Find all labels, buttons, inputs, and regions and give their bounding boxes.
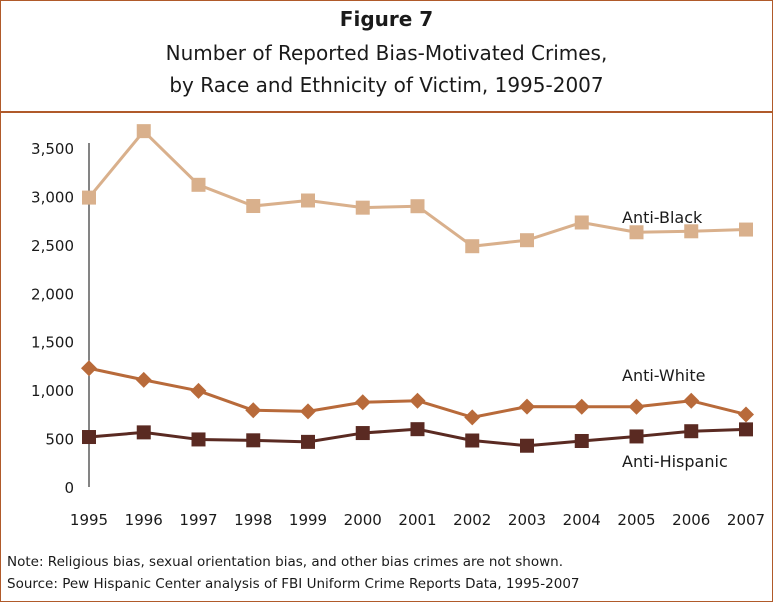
data-point-anti-black bbox=[410, 199, 425, 214]
data-point-anti-black bbox=[82, 190, 96, 205]
data-point-anti-black bbox=[520, 233, 534, 248]
y-tick-label: 1,000 bbox=[31, 382, 74, 400]
data-point-anti-white bbox=[409, 392, 426, 409]
data-point-anti-hispanic bbox=[520, 438, 534, 453]
y-tick-label: 2,500 bbox=[31, 237, 74, 255]
series-label: Anti-Black bbox=[622, 208, 703, 227]
y-tick-label: 500 bbox=[45, 431, 74, 449]
data-point-anti-white bbox=[738, 406, 754, 423]
x-tick-label: 2005 bbox=[617, 511, 655, 529]
note-text: Note: Religious bias, sexual orientation… bbox=[7, 554, 563, 570]
data-point-anti-white bbox=[683, 392, 700, 409]
x-tick-label: 1998 bbox=[234, 511, 272, 529]
data-point-anti-black bbox=[684, 224, 699, 239]
source-text: Source: Pew Hispanic Center analysis of … bbox=[7, 576, 580, 592]
y-tick-label: 0 bbox=[64, 479, 74, 497]
data-point-anti-hispanic bbox=[410, 422, 425, 437]
data-point-anti-white bbox=[190, 382, 207, 399]
data-point-anti-black bbox=[739, 222, 753, 237]
series-label: Anti-White bbox=[622, 366, 705, 385]
data-point-anti-white bbox=[464, 409, 481, 426]
data-point-anti-black bbox=[355, 200, 370, 215]
data-point-anti-black bbox=[574, 215, 589, 230]
data-point-anti-hispanic bbox=[465, 433, 480, 448]
chart-notes: Note: Religious bias, sexual orientation… bbox=[7, 551, 580, 595]
data-point-anti-white bbox=[519, 398, 535, 415]
x-tick-label: 1995 bbox=[70, 511, 108, 529]
x-tick-label: 2002 bbox=[453, 511, 491, 529]
data-point-anti-black bbox=[301, 193, 315, 208]
data-point-anti-white bbox=[573, 398, 590, 415]
data-point-anti-black bbox=[629, 225, 644, 240]
data-point-anti-hispanic bbox=[191, 432, 206, 447]
figure-header: Figure 7 Number of Reported Bias-Motivat… bbox=[1, 1, 772, 113]
data-point-anti-white bbox=[81, 360, 97, 377]
figure-label: Figure 7 bbox=[339, 7, 434, 31]
data-point-anti-white bbox=[245, 402, 262, 419]
y-tick-label: 3,000 bbox=[31, 188, 74, 206]
data-point-anti-black bbox=[191, 177, 206, 192]
data-point-anti-black bbox=[246, 199, 261, 214]
series-label: Anti-Hispanic bbox=[622, 452, 728, 471]
data-point-anti-white bbox=[300, 403, 316, 420]
data-point-anti-hispanic bbox=[82, 430, 96, 445]
x-tick-label: 1997 bbox=[179, 511, 217, 529]
data-point-anti-hispanic bbox=[246, 433, 261, 448]
data-point-anti-hispanic bbox=[301, 434, 315, 449]
x-tick-label: 1999 bbox=[289, 511, 327, 529]
x-tick-label: 1996 bbox=[125, 511, 163, 529]
chart-title-line-1: Number of Reported Bias-Motivated Crimes… bbox=[165, 41, 608, 65]
data-point-anti-black bbox=[136, 124, 151, 139]
x-tick-label: 2007 bbox=[727, 511, 765, 529]
x-tick-label: 2001 bbox=[398, 511, 436, 529]
data-point-anti-hispanic bbox=[629, 429, 644, 444]
line-chart: 0 500 1,000 1,500 2,000 2,500 3,000 3,500 1995 19… bbox=[31, 124, 765, 529]
x-tick-label: 2000 bbox=[344, 511, 382, 529]
y-tick-label: 1,500 bbox=[31, 334, 74, 352]
x-tick-label: 2006 bbox=[672, 511, 710, 529]
data-point-anti-hispanic bbox=[355, 426, 370, 441]
data-point-anti-hispanic bbox=[136, 425, 151, 440]
series-line-anti-black bbox=[87, 129, 747, 248]
data-point-anti-black bbox=[465, 239, 480, 254]
data-point-anti-hispanic bbox=[574, 433, 589, 448]
x-tick-label: 2004 bbox=[563, 511, 601, 529]
data-point-anti-white bbox=[628, 398, 645, 415]
chart-title-line-2: by Race and Ethnicity of Victim, 1995-20… bbox=[169, 73, 604, 97]
data-point-anti-hispanic bbox=[739, 422, 753, 437]
x-tick-label: 2003 bbox=[508, 511, 546, 529]
y-tick-label: 3,500 bbox=[31, 140, 74, 158]
data-point-anti-white bbox=[354, 394, 371, 411]
y-tick-label: 2,000 bbox=[31, 285, 74, 303]
data-point-anti-white bbox=[135, 371, 152, 388]
data-point-anti-hispanic bbox=[684, 424, 699, 439]
